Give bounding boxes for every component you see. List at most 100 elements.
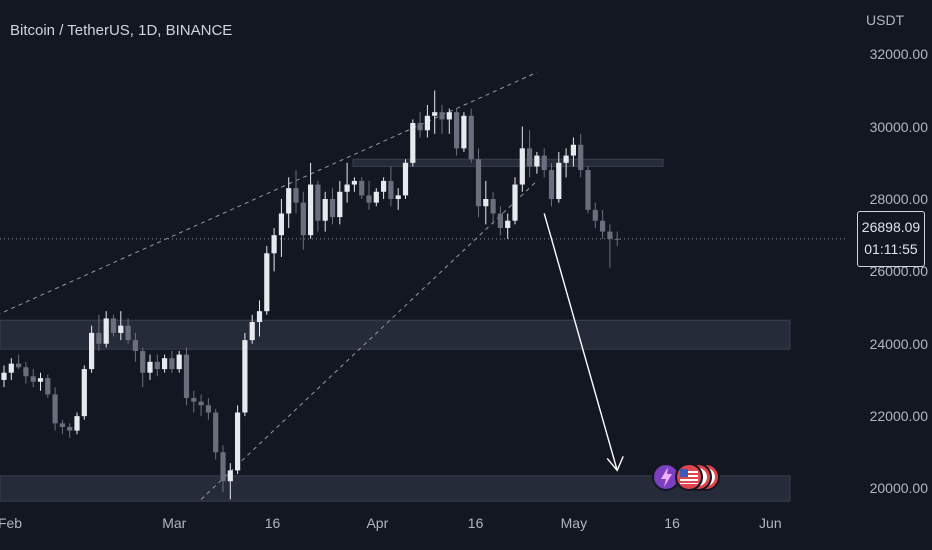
candle-body: [607, 231, 613, 239]
candle-body: [388, 180, 394, 200]
time-tick-label: Feb: [0, 515, 23, 531]
candle-body: [37, 378, 44, 382]
time-tick-label: 16: [467, 515, 484, 531]
candle-body: [541, 155, 547, 171]
candle-body: [439, 112, 445, 120]
candle-body: [548, 170, 555, 200]
candle-body: [183, 354, 190, 399]
candle-body: [315, 184, 321, 221]
time-tick-label: Mar: [162, 515, 187, 531]
price-tick-label: 26000.00: [869, 263, 928, 280]
candle-body: [132, 340, 138, 351]
candle-body: [432, 112, 438, 116]
candle-body: [468, 115, 474, 160]
time-tick-label: 16: [264, 515, 281, 531]
candle-body: [81, 369, 87, 417]
candle-body: [446, 112, 452, 120]
candle-body: [147, 361, 153, 373]
economic-events[interactable]: [652, 459, 732, 499]
candle-body: [424, 115, 430, 131]
candle-body: [16, 363, 22, 368]
candle-body: [59, 423, 65, 427]
candle-body: [45, 378, 51, 395]
candle-body: [578, 144, 584, 171]
candle-body: [519, 148, 525, 185]
candle-body: [125, 325, 131, 341]
time-tick-label: 16: [664, 515, 680, 531]
candle-body: [461, 115, 467, 149]
candle-body: [592, 209, 598, 221]
candle-body: [337, 191, 343, 218]
sr-zone: [352, 158, 664, 167]
time-tick-label: Jun: [759, 515, 782, 531]
price-axis-currency[interactable]: USDT: [866, 12, 905, 28]
candle-body: [395, 195, 401, 200]
candle-body: [52, 394, 58, 424]
candle-body: [454, 112, 460, 149]
candle-body: [89, 332, 95, 370]
projection-arrowhead: [606, 456, 624, 472]
candle-body: [600, 220, 606, 232]
chart-title: Bitcoin / TetherUS, 1D, BINANCE: [10, 22, 233, 39]
price-tick-label: 30000.00: [869, 118, 928, 135]
candle-body: [162, 358, 168, 370]
candle-body: [74, 416, 80, 431]
candle-body: [483, 199, 489, 207]
candle-body: [220, 452, 226, 482]
candle-body: [1, 372, 7, 380]
us-flag-icon[interactable]: [675, 463, 703, 491]
channel-lower-line: [200, 180, 538, 500]
candle-body: [585, 170, 591, 210]
candle-body: [264, 253, 270, 312]
candle-body: [475, 159, 482, 207]
candle-body: [563, 155, 569, 163]
candle-body: [534, 155, 540, 167]
candle-body: [614, 238, 620, 240]
candle-body: [556, 162, 562, 200]
candle-body: [103, 318, 109, 344]
candle-body: [118, 325, 124, 333]
candle-body: [227, 470, 233, 482]
candle-body: [30, 376, 36, 382]
candle-body: [191, 398, 197, 402]
candle-body: [293, 188, 299, 203]
candle-body: [322, 199, 328, 221]
candle-body: [271, 235, 277, 254]
candle-body: [308, 184, 314, 236]
candle-body: [205, 405, 211, 413]
candle-body: [329, 199, 336, 218]
candle-body: [213, 412, 219, 453]
candle-body: [278, 213, 284, 236]
candle-body: [497, 213, 503, 228]
candle-body: [570, 144, 576, 156]
candle-body: [366, 195, 372, 203]
candle-body: [410, 123, 416, 163]
price-tick-label: 20000.00: [869, 480, 928, 497]
candle-body: [96, 332, 102, 344]
candle-body: [140, 350, 146, 373]
candle-body: [505, 220, 511, 228]
price-tick-label: 32000.00: [869, 46, 928, 63]
projection-arrow: [543, 213, 618, 471]
candle-body: [344, 184, 350, 192]
candle-body: [154, 361, 160, 370]
candle-body: [198, 401, 204, 406]
candle-body: [110, 318, 117, 333]
candle-body: [286, 188, 292, 214]
time-tick-label: Apr: [366, 515, 389, 531]
candle-body: [256, 311, 263, 323]
candle-body: [169, 358, 175, 370]
candle-body: [300, 202, 306, 236]
candle-body: [67, 426, 73, 431]
candle-body: [512, 184, 518, 221]
current-price-value: 26898.09: [861, 219, 921, 235]
candle-body: [176, 354, 182, 370]
sr-zone: [0, 319, 791, 350]
time-tick-label: May: [560, 515, 588, 531]
candle-body: [351, 180, 357, 185]
candle-body: [381, 180, 387, 192]
candle-body: [359, 180, 365, 196]
candle-body: [23, 367, 29, 377]
